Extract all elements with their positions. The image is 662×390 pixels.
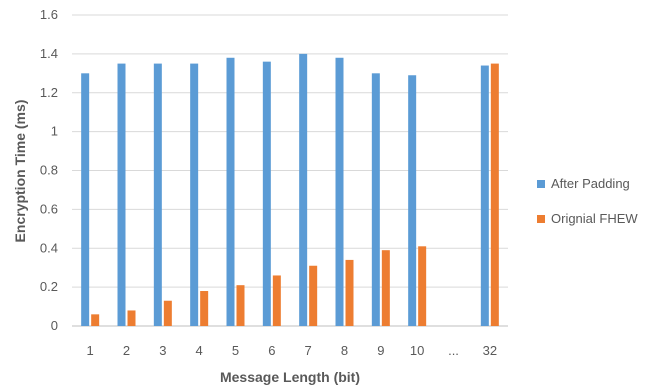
bar-original-fhew [490, 63, 499, 326]
bar-after-padding [117, 63, 126, 326]
legend-label: After Padding [551, 176, 630, 191]
x-tick-label: 10 [410, 343, 424, 358]
y-axis-title: Encryption Time (ms) [12, 100, 28, 243]
x-tick-label: 6 [268, 343, 275, 358]
bar-original-fhew [345, 259, 354, 326]
y-tick-label: 0.6 [40, 201, 58, 216]
bar-original-fhew [163, 300, 172, 326]
bar-original-fhew [236, 285, 245, 326]
y-tick-label: 1.6 [40, 7, 58, 22]
bar-original-fhew [418, 246, 427, 326]
x-tick-label: 8 [341, 343, 348, 358]
bar-after-padding [408, 75, 417, 326]
x-tick-label: 32 [483, 343, 497, 358]
bar-original-fhew [200, 291, 209, 326]
bar-after-padding [262, 61, 271, 327]
y-tick-label: 1.2 [40, 85, 58, 100]
x-axis-ticks: 1 2 3 4 5 6 7 8 9 10... 32 [87, 343, 498, 358]
y-tick-label: 0.4 [40, 240, 58, 255]
legend-swatch [537, 215, 545, 223]
bar-after-padding [480, 65, 489, 326]
y-axis-ticks: 0 0.2 0.4 0.6 0.8 1 1.2 1.4 1.6 [40, 7, 58, 333]
x-tick-label: 7 [305, 343, 312, 358]
x-tick-label: 3 [159, 343, 166, 358]
y-tick-label: 1 [51, 124, 58, 139]
y-tick-label: 0 [51, 318, 58, 333]
x-axis-title: Message Length (bit) [220, 369, 360, 385]
legend-swatch [537, 180, 545, 188]
bar-original-fhew [91, 314, 100, 326]
y-tick-label: 1.4 [40, 46, 58, 61]
bar-original-fhew [272, 275, 281, 326]
bar-after-padding [226, 57, 235, 326]
x-tick-label: 2 [123, 343, 130, 358]
gridlines [72, 14, 508, 327]
bar-after-padding [190, 63, 199, 326]
x-tick-label: 9 [377, 343, 384, 358]
bar-after-padding [299, 53, 308, 326]
bar-original-fhew [309, 265, 318, 326]
legend: After Padding Orignial FHEW [537, 176, 638, 226]
bar-after-padding [371, 73, 380, 326]
bar-after-padding [335, 57, 344, 326]
bars [81, 53, 499, 327]
x-tick-label: 5 [232, 343, 239, 358]
bar-original-fhew [381, 250, 390, 326]
x-tick-label: 1 [87, 343, 94, 358]
legend-label: Orignial FHEW [551, 211, 638, 226]
bar-after-padding [153, 63, 162, 326]
bar-after-padding [81, 73, 90, 326]
bar-original-fhew [127, 310, 136, 326]
x-tick-label: 4 [196, 343, 203, 358]
y-tick-label: 0.8 [40, 163, 58, 178]
y-tick-label: 0.2 [40, 279, 58, 294]
x-tick-label: ... [448, 343, 459, 358]
